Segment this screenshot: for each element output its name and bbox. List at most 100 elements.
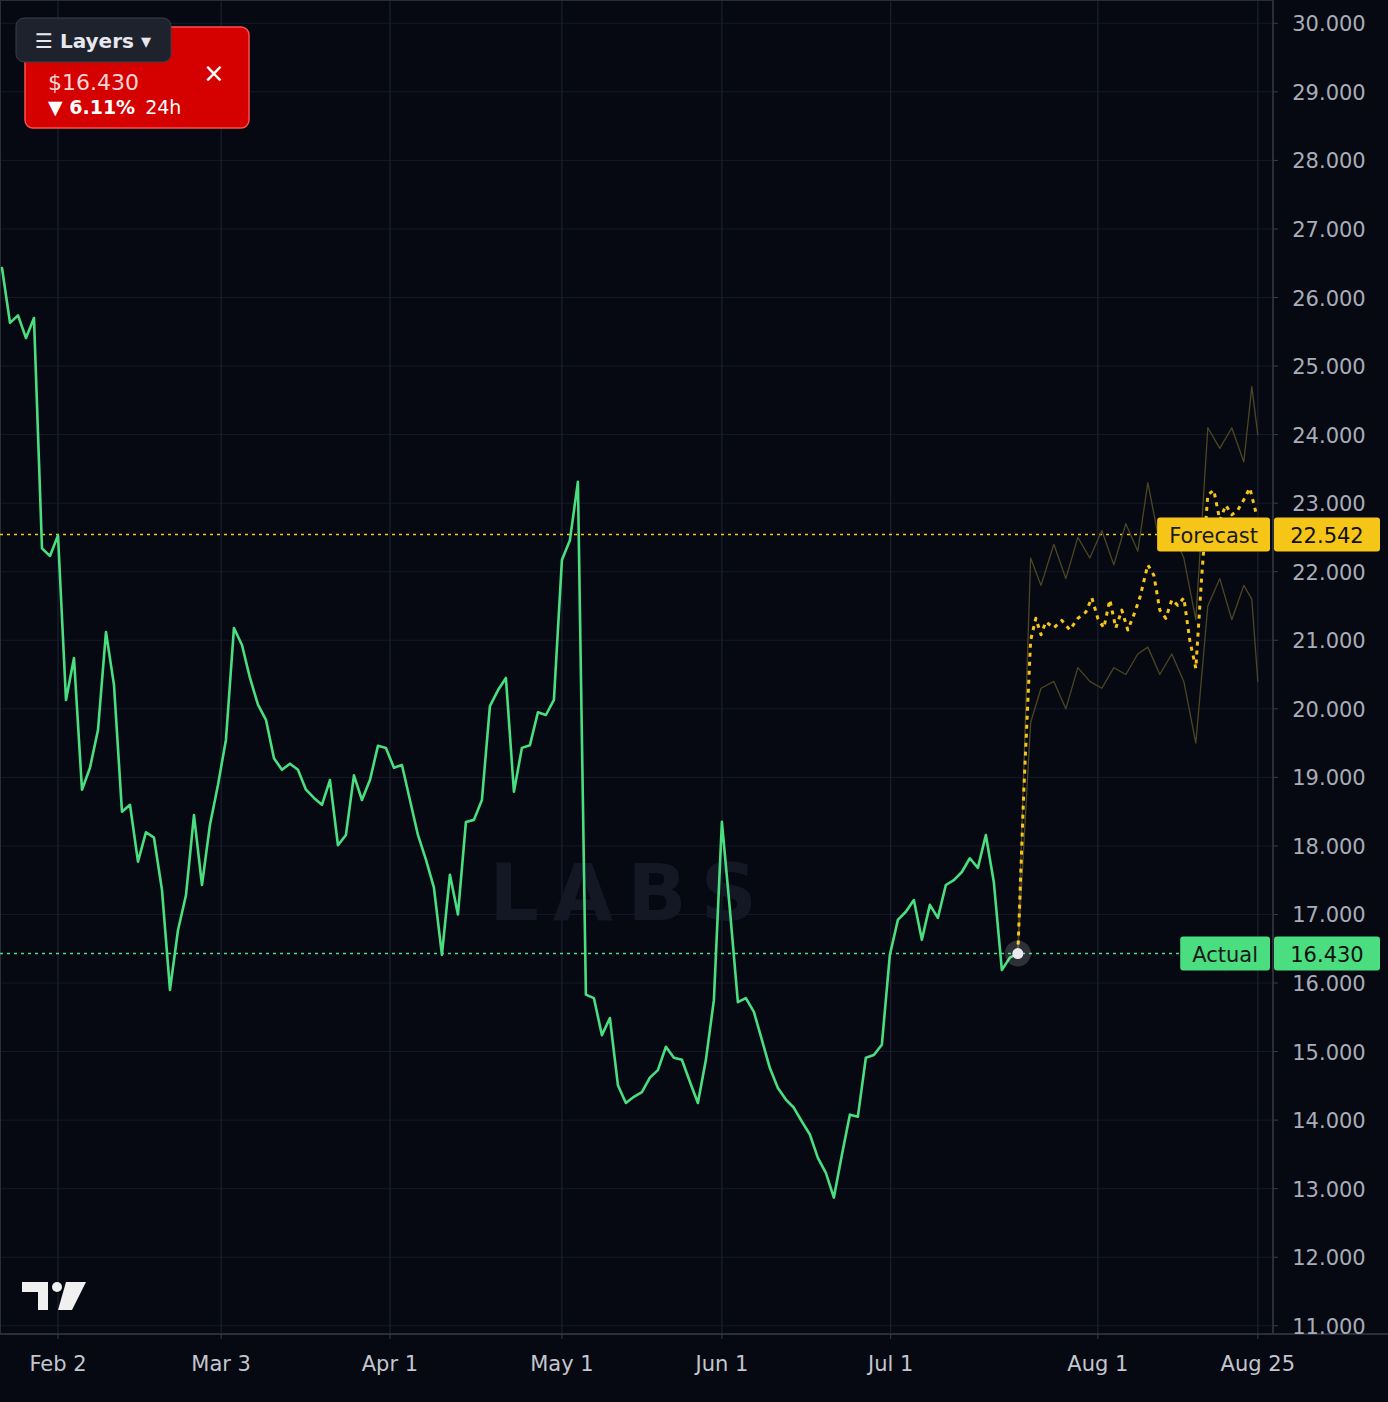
grid-line-y xyxy=(0,297,1273,298)
price-badge-period: 24h xyxy=(145,96,181,118)
name-tag-box xyxy=(1157,518,1270,552)
series-line xyxy=(1018,488,1256,953)
grid-line-y xyxy=(0,366,1273,367)
y-tick xyxy=(1273,1188,1278,1189)
y-tick xyxy=(1273,777,1278,778)
grid-line-x xyxy=(721,0,722,1334)
y-tick xyxy=(1273,228,1278,229)
series-line xyxy=(1018,579,1258,954)
grid-line-y xyxy=(0,503,1273,504)
y-tick-label: 22.000 xyxy=(1292,561,1365,585)
x-tick-label: Mar 3 xyxy=(191,1352,251,1376)
grid-line-x xyxy=(890,0,891,1334)
background xyxy=(0,0,1388,1402)
annotation-line xyxy=(0,534,1273,536)
annotation-line xyxy=(0,953,1273,955)
price-badge-box xyxy=(25,27,249,128)
value-tag-box xyxy=(1274,518,1380,552)
y-tick-label: 26.000 xyxy=(1292,287,1365,311)
close-button[interactable]: × xyxy=(203,58,225,88)
plot-frame xyxy=(1,1,1273,1334)
name-tag-label: Actual xyxy=(1192,943,1258,967)
grid-line-y xyxy=(0,434,1273,435)
y-tick xyxy=(1273,845,1278,846)
logo-part xyxy=(22,1282,48,1310)
y-tick xyxy=(1273,1051,1278,1052)
y-tick xyxy=(1273,503,1278,504)
value-tag-label: 16.430 xyxy=(1290,943,1363,967)
y-tick xyxy=(1273,708,1278,709)
x-tick xyxy=(721,1334,722,1339)
logo-part xyxy=(58,1282,86,1310)
x-tick xyxy=(561,1334,562,1339)
plot-area xyxy=(2,268,1258,1198)
y-tick-label: 14.000 xyxy=(1292,1109,1365,1133)
y-tick-label: 28.000 xyxy=(1292,149,1365,173)
grid-line-x xyxy=(561,0,562,1334)
y-tick-label: 24.000 xyxy=(1292,424,1365,448)
y-tick xyxy=(1273,91,1278,92)
price-badge-change: ▼ 6.11% xyxy=(48,96,135,118)
y-tick xyxy=(1273,434,1278,435)
grid-line-y xyxy=(0,160,1273,161)
x-tick xyxy=(389,1334,390,1339)
y-tick-label: 25.000 xyxy=(1292,355,1365,379)
logo-part xyxy=(52,1282,62,1292)
y-tick-label: 13.000 xyxy=(1292,1178,1365,1202)
x-axis-line xyxy=(0,1333,1388,1335)
y-tick xyxy=(1273,297,1278,298)
name-tag-box xyxy=(1180,937,1270,971)
name-tag: Forecast xyxy=(1157,518,1270,552)
grid-line-y xyxy=(0,708,1273,709)
y-tick xyxy=(1273,640,1278,641)
y-tick-label: 19.000 xyxy=(1292,766,1365,790)
layers-button[interactable]: ☰ Layers ▾ xyxy=(16,18,171,62)
value-tag-box xyxy=(1274,937,1380,971)
grid-line-x xyxy=(57,0,58,1334)
layers-button-box[interactable] xyxy=(16,18,171,62)
marker-halo xyxy=(1005,941,1031,967)
grid-line-y xyxy=(0,777,1273,778)
x-tick-label: Aug 1 xyxy=(1067,1352,1128,1376)
x-tick-label: Apr 1 xyxy=(362,1352,418,1376)
grid-line-y xyxy=(0,571,1273,572)
series-line xyxy=(2,268,1018,1198)
y-tick xyxy=(1273,1325,1278,1326)
y-tick xyxy=(1273,983,1278,984)
x-tick-label: Aug 25 xyxy=(1221,1352,1295,1376)
grid-line-y xyxy=(0,23,1273,24)
grid xyxy=(0,0,1273,1334)
grid-line-y xyxy=(0,1188,1273,1189)
y-tick-label: 12.000 xyxy=(1292,1246,1365,1270)
annotation-lines xyxy=(0,535,1273,954)
y-tick xyxy=(1273,571,1278,572)
grid-line-y xyxy=(0,1257,1273,1258)
value-tag-label: 22.542 xyxy=(1290,524,1363,548)
y-tick-label: 27.000 xyxy=(1292,218,1365,242)
y-tick-label: 17.000 xyxy=(1292,903,1365,927)
grid-line-x xyxy=(389,0,390,1334)
y-axis-line xyxy=(1272,0,1274,1334)
y-tick-label: 16.000 xyxy=(1292,972,1365,996)
y-tick-label: 29.000 xyxy=(1292,81,1365,105)
y-tick xyxy=(1273,914,1278,915)
x-tick xyxy=(890,1334,891,1339)
chart: LABS11.00012.00013.00014.00015.00016.000… xyxy=(0,0,1388,1402)
value-tag: 22.542 xyxy=(1274,518,1380,552)
layers-button-label[interactable]: ☰ Layers ▾ xyxy=(35,29,151,53)
grid-line-y xyxy=(0,1051,1273,1052)
x-tick-label: Feb 2 xyxy=(29,1352,86,1376)
x-tick xyxy=(1257,1334,1258,1339)
grid-line-x xyxy=(221,0,222,1334)
grid-line-y xyxy=(0,640,1273,641)
price-badge-price: $16.430 xyxy=(48,70,139,95)
price-badge: $16.430▼ 6.11% 24h × xyxy=(25,27,249,128)
y-tick-label: 20.000 xyxy=(1292,698,1365,722)
y-tick-label: 11.000 xyxy=(1292,1315,1365,1339)
y-tick-label: 21.000 xyxy=(1292,629,1365,653)
y-tick xyxy=(1273,1120,1278,1121)
x-tick xyxy=(57,1334,58,1339)
y-tick-label: 23.000 xyxy=(1292,492,1365,516)
value-tag: 16.430 xyxy=(1274,937,1380,971)
name-tag-label: Forecast xyxy=(1169,524,1258,548)
